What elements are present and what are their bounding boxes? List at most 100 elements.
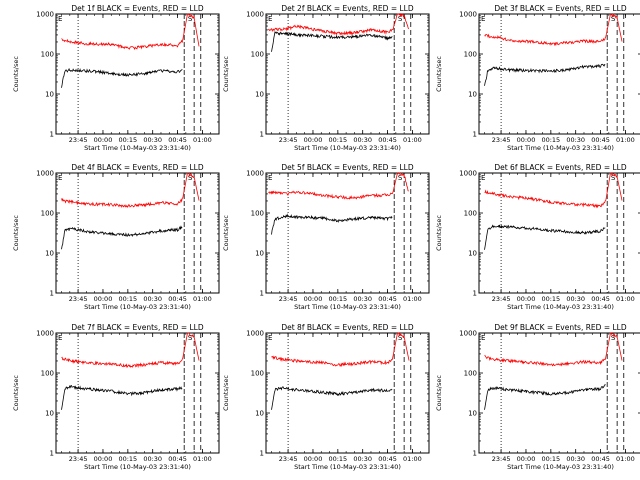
- x-tick-label: 00:00: [94, 295, 113, 303]
- plot-frame: [265, 332, 430, 454]
- y-tick-label: 100: [41, 51, 54, 59]
- x-axis-label: Start Time (10-May-03 23:31:40): [294, 463, 401, 471]
- x-tick-label: 23:45: [279, 455, 298, 463]
- y-tick-label: 1: [473, 290, 477, 298]
- x-tick-label: 00:15: [118, 136, 137, 144]
- y-tick-label: 10: [468, 91, 477, 99]
- y-tick-label: 1000: [459, 170, 477, 178]
- x-tick-label: 00:45: [591, 455, 610, 463]
- x-tick-label: 00:15: [541, 455, 560, 463]
- series-line-black: [61, 225, 183, 250]
- y-tick-label: 10: [255, 91, 264, 99]
- x-tick-label: 01:00: [193, 136, 212, 144]
- chart-title: Det 5f BLACK = Events, RED = LLD: [281, 163, 414, 172]
- chart-title: Det 3f BLACK = Events, RED = LLD: [494, 4, 627, 13]
- corner-label: E: [481, 15, 485, 23]
- y-tick-label: 100: [251, 210, 264, 218]
- x-tick-label: 01:00: [616, 455, 635, 463]
- x-tick-label: 00:45: [591, 295, 610, 303]
- y-tick-label: 1: [473, 131, 477, 139]
- chart-panel-4: Det 4f BLACK = Events, RED = LLD 1 10 100 10…: [12, 163, 220, 311]
- plot-frame: [55, 13, 220, 135]
- y-tick-label: 1: [473, 450, 477, 458]
- x-tick-label: 00:30: [143, 136, 162, 144]
- x-tick-label: 00:15: [541, 136, 560, 144]
- y-tick-label: 1: [50, 131, 54, 139]
- marker-label: S: [398, 174, 403, 182]
- x-tick-label: 00:30: [143, 295, 162, 303]
- series-line-black: [271, 213, 393, 235]
- y-axis-label: Counts/sec: [12, 375, 20, 411]
- marker-label: S: [611, 334, 616, 342]
- y-axis-label: Counts/sec: [435, 215, 443, 251]
- x-tick-label: 00:15: [118, 455, 137, 463]
- y-tick-label: 1000: [246, 11, 264, 19]
- x-tick-label: 01:00: [616, 295, 635, 303]
- x-tick-label: 00:15: [328, 295, 347, 303]
- y-axis-label: Counts/sec: [222, 215, 230, 251]
- y-tick-label: 1: [50, 450, 54, 458]
- x-tick-label: 00:15: [328, 455, 347, 463]
- corner-label: E: [58, 334, 62, 342]
- x-tick-label: 00:00: [517, 455, 536, 463]
- y-tick-label: 100: [251, 370, 264, 378]
- corner-label: E: [481, 174, 485, 182]
- chart-panel-5: Det 5f BLACK = Events, RED = LLD 1 10 100 10…: [222, 163, 430, 311]
- marker-label: S: [611, 174, 616, 182]
- chart-title: Det 2f BLACK = Events, RED = LLD: [281, 4, 414, 13]
- x-tick-label: 01:00: [403, 136, 422, 144]
- x-axis-label: Start Time (10-May-03 23:31:40): [294, 303, 401, 311]
- x-tick-label: 00:45: [168, 455, 187, 463]
- y-axis-label: Counts/sec: [435, 56, 443, 92]
- y-tick-label: 10: [45, 91, 54, 99]
- series-line-red: [61, 13, 200, 51]
- series-line-black: [484, 224, 606, 250]
- x-tick-label: 23:45: [492, 136, 511, 144]
- y-tick-label: 10: [45, 410, 54, 418]
- series-line-black: [484, 63, 606, 86]
- x-axis-label: Start Time (10-May-03 23:31:40): [84, 144, 191, 152]
- x-tick-label: 00:00: [304, 455, 323, 463]
- x-tick-label: 00:45: [591, 136, 610, 144]
- y-tick-label: 1000: [36, 11, 54, 19]
- x-tick-label: 23:45: [279, 295, 298, 303]
- x-tick-label: 23:45: [69, 295, 88, 303]
- y-tick-label: 10: [255, 250, 264, 258]
- y-tick-label: 10: [468, 250, 477, 258]
- series-line-black: [271, 31, 393, 52]
- series-line-red: [484, 13, 623, 47]
- series-line-black: [61, 67, 183, 88]
- x-axis-label: Start Time (10-May-03 23:31:40): [507, 303, 614, 311]
- y-tick-label: 1: [260, 131, 264, 139]
- marker-label: S: [188, 15, 193, 23]
- y-tick-label: 1000: [36, 330, 54, 338]
- y-axis-label: Counts/sec: [12, 215, 20, 251]
- x-tick-label: 00:00: [94, 455, 113, 463]
- y-tick-label: 1000: [246, 170, 264, 178]
- corner-label: E: [58, 15, 62, 23]
- y-axis-label: Counts/sec: [222, 375, 230, 411]
- x-tick-label: 01:00: [403, 295, 422, 303]
- marker-label: S: [188, 174, 193, 182]
- x-tick-label: 00:30: [566, 295, 585, 303]
- x-tick-label: 00:30: [143, 455, 162, 463]
- series-line-red: [484, 332, 623, 367]
- y-tick-label: 1000: [36, 170, 54, 178]
- y-axis-label: Counts/sec: [435, 375, 443, 411]
- x-tick-label: 23:45: [492, 455, 511, 463]
- corner-label: E: [268, 334, 272, 342]
- y-tick-label: 1: [260, 290, 264, 298]
- y-tick-label: 100: [41, 210, 54, 218]
- y-tick-label: 100: [464, 370, 477, 378]
- y-tick-label: 10: [468, 410, 477, 418]
- x-tick-label: 00:00: [517, 136, 536, 144]
- x-tick-label: 00:00: [94, 136, 113, 144]
- chart-panel-9: Det 9f BLACK = Events, RED = LLD 1 10 100 10…: [435, 323, 640, 471]
- chart-panel-1: Det 1f BLACK = Events, RED = LLD 1 10 100 10…: [12, 4, 220, 152]
- y-tick-label: 1: [260, 450, 264, 458]
- x-axis-label: Start Time (10-May-03 23:31:40): [84, 303, 191, 311]
- x-tick-label: 00:30: [353, 136, 372, 144]
- x-axis-label: Start Time (10-May-03 23:31:40): [84, 463, 191, 471]
- series-line-red: [484, 172, 623, 209]
- y-axis-label: Counts/sec: [12, 56, 20, 92]
